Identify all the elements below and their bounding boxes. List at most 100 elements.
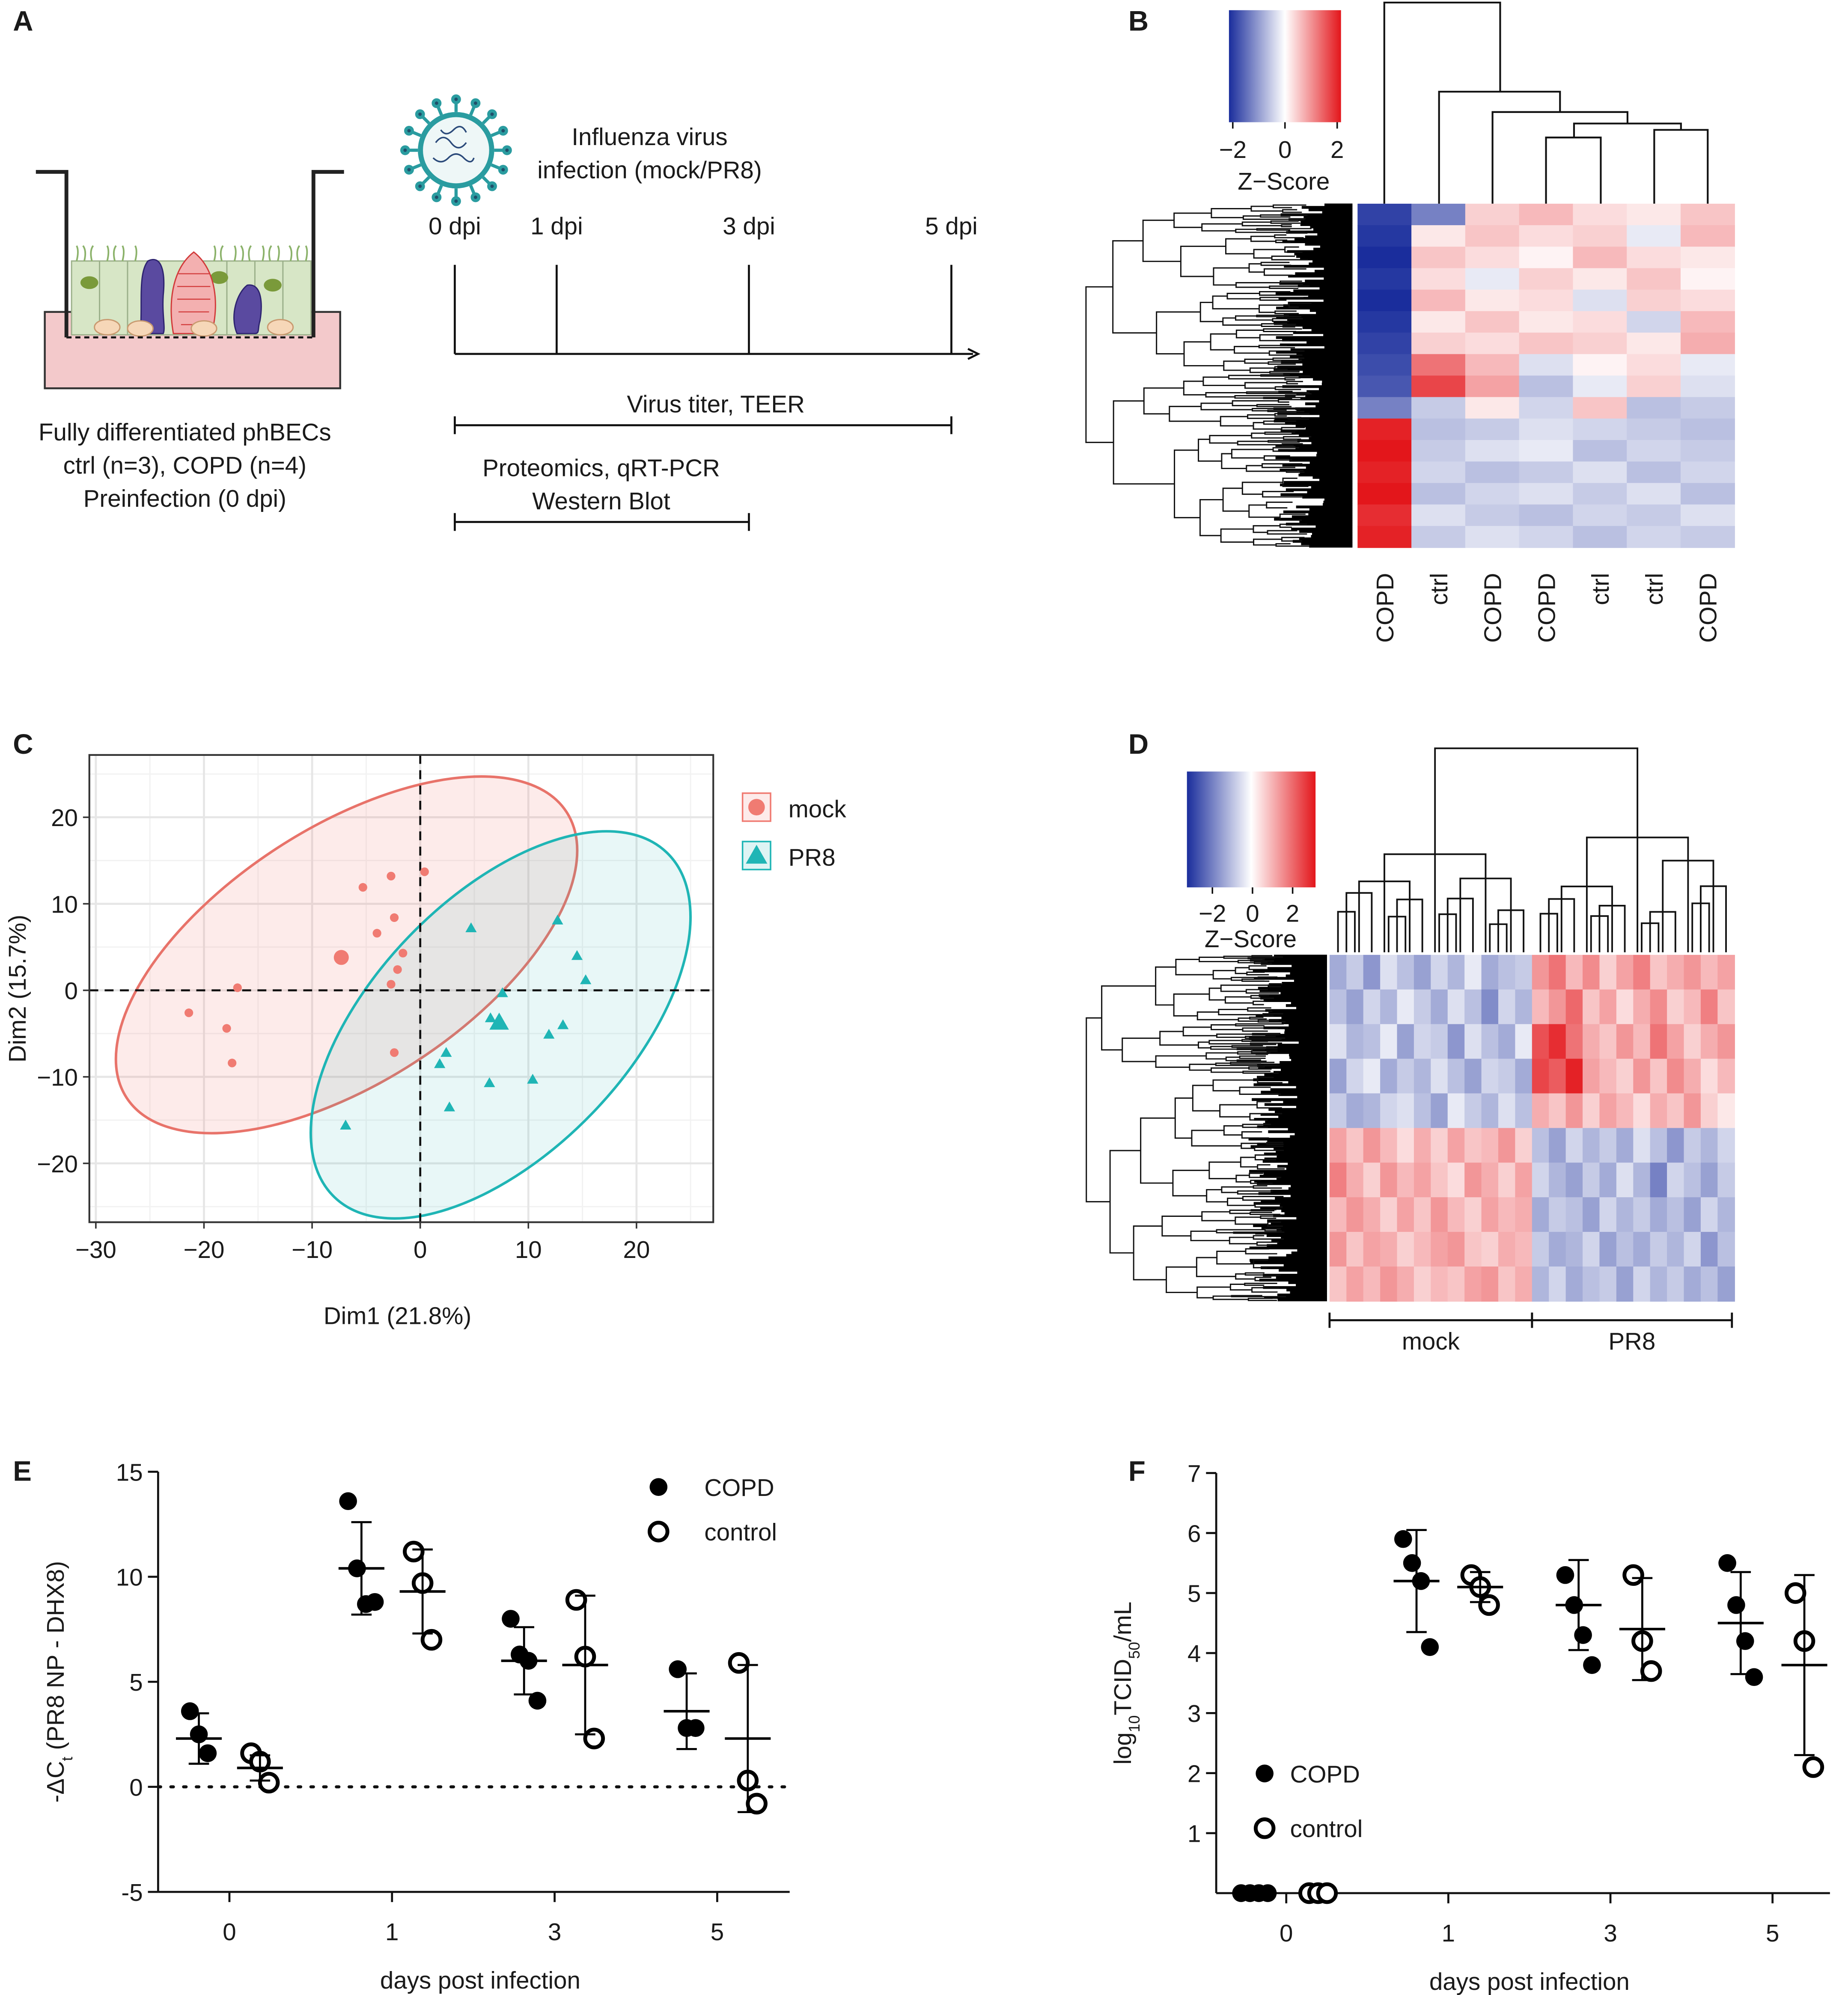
row-dendrogram (1254, 1276, 1278, 1281)
y-axis-label-part: 10 (1126, 1716, 1143, 1733)
heatmap-cell (1633, 1024, 1651, 1059)
heatmap-cell (1627, 333, 1681, 355)
row-dendrogram (1210, 1046, 1238, 1050)
heatmap-cell (1431, 1058, 1448, 1094)
heatmap-cell (1464, 1267, 1482, 1302)
heatmap-cell (1633, 1128, 1651, 1163)
row-dendrogram (1223, 955, 1252, 959)
virus-spike-head (470, 192, 481, 202)
heatmap-cell (1411, 354, 1466, 376)
heatmap-cell (1346, 989, 1364, 1025)
heatmap-cell (1573, 247, 1628, 269)
heatmap-cell (1680, 526, 1735, 548)
heatmap-cell (1329, 1128, 1347, 1163)
virus-text: Influenza virus (571, 123, 727, 150)
row-dendrogram (1259, 291, 1308, 296)
row-dendrogram (1268, 361, 1300, 365)
heatmap-cell (1684, 1024, 1702, 1059)
heatmap-cell (1447, 1232, 1465, 1267)
heatmap-cell (1717, 1093, 1735, 1129)
heatmap-cell (1329, 1197, 1347, 1233)
heatmap-cell (1633, 989, 1651, 1025)
heatmap-cell (1680, 247, 1735, 269)
heatmap-cell (1414, 1093, 1431, 1129)
scatter-point (420, 867, 429, 876)
y-tick-label: −20 (37, 1151, 78, 1177)
heatmap-cell (1519, 461, 1574, 484)
x-tick-label: 5 (711, 1918, 724, 1945)
heatmap-cell (1346, 954, 1364, 990)
heatmap-cell (1447, 1058, 1465, 1094)
heatmap-cell (1357, 483, 1412, 505)
row-dendrogram (1249, 1017, 1267, 1020)
colorbar-tick-label: −2 (1199, 900, 1226, 927)
heatmap-cell (1397, 1024, 1415, 1059)
row-dendrogram (1242, 1195, 1284, 1201)
heatmap-cell (1700, 1197, 1718, 1233)
row-dendrogram (1143, 387, 1184, 415)
row-dendrogram (1231, 1045, 1274, 1048)
column-label: ctrl (1641, 573, 1668, 605)
heatmap-cell (1650, 1197, 1668, 1233)
heatmap-cell (1414, 1232, 1431, 1267)
y-tick-label: 0 (65, 978, 78, 1005)
virus-spike-head (502, 145, 512, 155)
heatmap-cell (1565, 1163, 1583, 1198)
heatmap-cell (1519, 440, 1574, 462)
heatmap-cell (1680, 483, 1735, 505)
row-dendrogram (1268, 350, 1305, 356)
heatmap-cell (1616, 989, 1634, 1025)
row-dendrogram (1242, 1070, 1279, 1074)
heatmap-cell (1481, 1267, 1499, 1302)
group-label: PR8 (1608, 1328, 1655, 1355)
heatmap-cell (1414, 1163, 1431, 1198)
heatmap-cell (1397, 1128, 1415, 1163)
row-dendrogram (1155, 966, 1176, 1006)
heatmap-cell (1532, 1128, 1550, 1163)
heatmap-cell (1565, 954, 1583, 990)
legend-label: COPD (704, 1474, 774, 1501)
row-dendrogram (1256, 1241, 1279, 1246)
legend-marker (648, 1521, 670, 1543)
heatmap-cell (1357, 397, 1412, 419)
virus-spike-head (498, 165, 508, 175)
heatmap-cell (1357, 203, 1412, 226)
row-dendrogram (1252, 408, 1274, 412)
x-tick-label: 3 (548, 1918, 561, 1945)
heatmap-cell (1565, 1197, 1583, 1233)
heatmap-cell (1357, 311, 1412, 333)
heatmap-cell (1411, 418, 1466, 441)
heatmap-cell (1549, 1267, 1566, 1302)
heatmap-cell (1464, 1163, 1482, 1198)
row-dendrogram (1191, 1130, 1241, 1147)
row-dendrogram (1282, 325, 1296, 328)
heatmap-cell (1680, 311, 1735, 333)
heatmap-cell (1684, 1128, 1702, 1163)
timeline (454, 265, 981, 531)
heatmap-cell (1583, 1128, 1600, 1163)
scatter-point (443, 1101, 455, 1112)
heatmap-cell (1411, 397, 1466, 419)
heatmap-cell (1411, 268, 1466, 290)
heatmap-cell (1627, 461, 1681, 484)
y-tick-label: 10 (116, 1564, 143, 1591)
heatmap-cell (1717, 1058, 1735, 1094)
row-dendrogram (1263, 455, 1292, 461)
heatmap-cell (1532, 1058, 1550, 1094)
y-tick-label: 5 (129, 1669, 143, 1696)
heatmap-cell (1680, 203, 1735, 226)
heatmap-cell (1717, 1163, 1735, 1198)
heatmap-cell (1431, 1024, 1448, 1059)
heatmap-cell (1414, 1024, 1431, 1059)
heatmap-cell (1667, 954, 1684, 990)
row-dendrogram (1263, 1064, 1280, 1067)
heatmap-cell (1667, 1232, 1684, 1267)
heatmap-cell (1465, 375, 1520, 398)
data-point (1316, 1882, 1338, 1904)
heatmap-cell (1329, 1024, 1347, 1059)
data-point (181, 1702, 199, 1720)
y-tick-label: 5 (1187, 1580, 1201, 1607)
x-tick-label: −10 (292, 1236, 333, 1263)
heatmap-cell (1599, 1163, 1617, 1198)
heatmap-cell (1627, 526, 1681, 548)
